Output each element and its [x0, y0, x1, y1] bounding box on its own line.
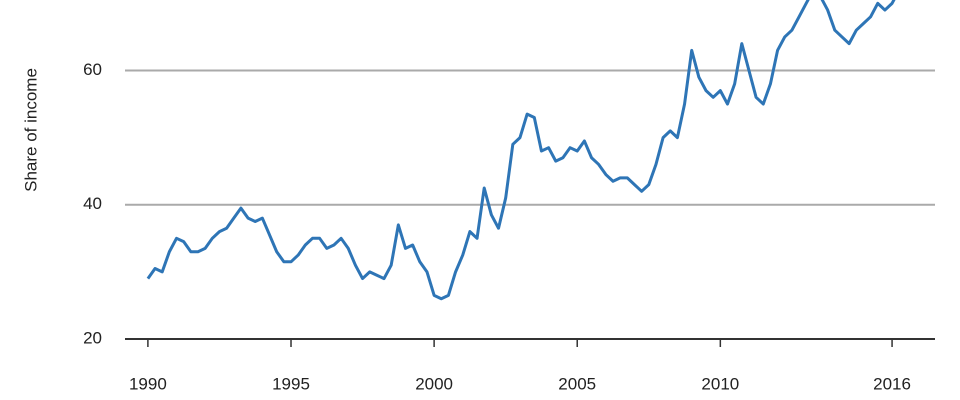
y-axis-label: Share of income — [21, 68, 40, 192]
x-tick-label: 2005 — [558, 374, 596, 393]
x-tick-label: 1995 — [272, 374, 310, 393]
x-tick-label: 1990 — [129, 374, 167, 393]
x-tick-label: 2000 — [415, 374, 453, 393]
y-tick-label: 20 — [83, 328, 102, 347]
data-line — [146, 0, 896, 301]
x-tick-label: 2010 — [701, 374, 739, 393]
x-tick-label: 2016 — [873, 374, 911, 393]
y-tick-label: 40 — [83, 194, 102, 213]
y-tick-label: 60 — [83, 60, 102, 79]
